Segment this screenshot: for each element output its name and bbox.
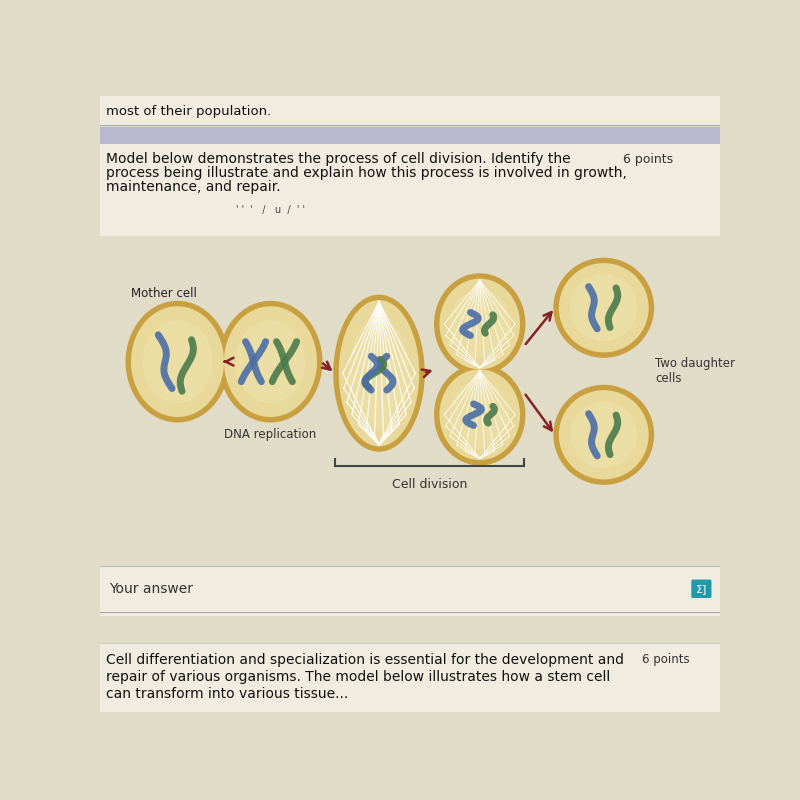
Text: Cell differentiation and specialization is essential for the development and: Cell differentiation and specialization … xyxy=(106,653,624,666)
Text: can transform into various tissue...: can transform into various tissue... xyxy=(106,686,349,701)
Text: DNA replication: DNA replication xyxy=(224,428,317,441)
Ellipse shape xyxy=(554,258,654,358)
Ellipse shape xyxy=(434,274,526,374)
Ellipse shape xyxy=(236,320,306,403)
FancyBboxPatch shape xyxy=(100,616,720,642)
Ellipse shape xyxy=(554,385,654,485)
Text: Two daughter
cells: Two daughter cells xyxy=(655,358,735,386)
Ellipse shape xyxy=(570,274,638,342)
Text: 6 points: 6 points xyxy=(642,653,690,666)
Text: Model below demonstrates the process of cell division. Identify the: Model below demonstrates the process of … xyxy=(106,152,571,166)
Text: Σ]: Σ] xyxy=(696,584,707,594)
Text: Your answer: Your answer xyxy=(110,582,194,596)
Text: Mother cell: Mother cell xyxy=(131,287,197,300)
FancyBboxPatch shape xyxy=(100,566,720,616)
Ellipse shape xyxy=(558,390,649,479)
Text: maintenance, and repair.: maintenance, and repair. xyxy=(106,180,281,194)
Ellipse shape xyxy=(434,364,526,466)
FancyBboxPatch shape xyxy=(691,579,711,598)
FancyBboxPatch shape xyxy=(100,642,720,712)
Ellipse shape xyxy=(334,294,425,452)
Ellipse shape xyxy=(450,290,510,358)
FancyBboxPatch shape xyxy=(100,236,720,556)
Ellipse shape xyxy=(218,301,322,422)
Text: Cell division: Cell division xyxy=(392,478,467,491)
FancyBboxPatch shape xyxy=(100,126,720,144)
Text: ' '  '   /   u  /  ' ': ' ' ' / u / ' ' xyxy=(236,205,305,215)
Ellipse shape xyxy=(224,306,317,417)
Ellipse shape xyxy=(338,300,419,446)
Ellipse shape xyxy=(439,370,520,460)
Ellipse shape xyxy=(349,318,410,428)
Ellipse shape xyxy=(126,301,230,422)
FancyBboxPatch shape xyxy=(100,144,720,236)
Text: most of their population.: most of their population. xyxy=(106,105,271,118)
Text: repair of various organisms. The model below illustrates how a stem cell: repair of various organisms. The model b… xyxy=(106,670,610,683)
Ellipse shape xyxy=(450,381,510,449)
Ellipse shape xyxy=(439,278,520,370)
Ellipse shape xyxy=(570,402,638,468)
Ellipse shape xyxy=(131,306,224,417)
Ellipse shape xyxy=(142,320,212,403)
Text: process being illustrate and explain how this process is involved in growth,: process being illustrate and explain how… xyxy=(106,166,627,180)
Text: 6 points: 6 points xyxy=(623,153,674,166)
FancyBboxPatch shape xyxy=(100,96,720,126)
Ellipse shape xyxy=(558,263,649,353)
